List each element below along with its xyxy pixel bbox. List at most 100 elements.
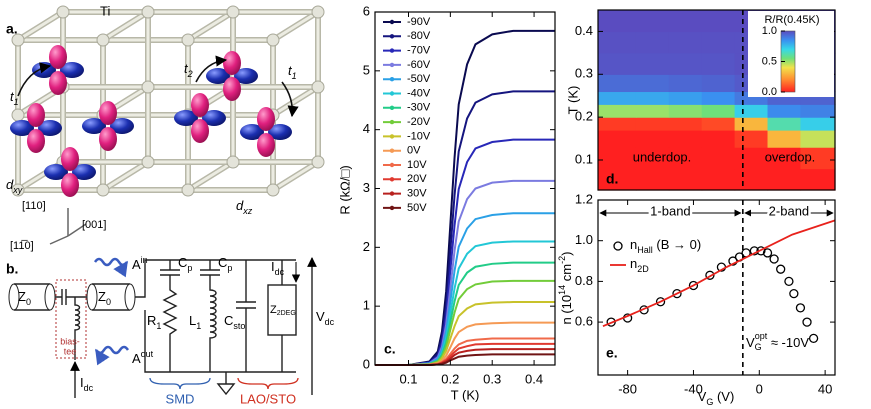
orbital-lobe [27, 129, 45, 153]
lattice-atom [96, 33, 110, 47]
orbital-lobe [82, 118, 106, 134]
hopping-arrow [195, 55, 228, 83]
orbital-lobe [27, 103, 45, 127]
current-label: Idc [271, 259, 285, 277]
legend-swatch [389, 134, 395, 139]
legend-label: -20V [407, 116, 431, 128]
data-point [789, 288, 799, 299]
heat-cell [598, 10, 637, 33]
legend-swatch [389, 205, 395, 211]
orbital-lobe [110, 118, 134, 134]
lattice-atom [311, 5, 325, 19]
legend-swatch [389, 19, 395, 25]
heat-cell [635, 91, 670, 105]
heat-cell [701, 104, 736, 118]
heat-cell [598, 104, 637, 118]
wave-out [94, 345, 130, 366]
lattice-atom [181, 183, 195, 197]
orbital-lobe [49, 71, 67, 95]
direction-label: [110] [22, 200, 46, 212]
legend-label: -10V [407, 130, 431, 142]
heat-cell [668, 168, 703, 191]
legend-swatch [389, 162, 395, 168]
lattice-rod [16, 10, 65, 42]
y-axis-label: T (K) [565, 86, 580, 115]
plot-frame [374, 11, 556, 366]
legend-label: 30V [407, 188, 427, 200]
inductor [74, 297, 81, 360]
lattice-atom [11, 33, 25, 47]
series-line [375, 179, 555, 366]
brace [149, 377, 211, 390]
x-tick-label: -40 [684, 381, 703, 396]
legend-swatch [389, 34, 395, 39]
lattice-atom [96, 183, 110, 197]
lattice-atom [311, 155, 325, 169]
coax [44, 283, 56, 311]
legend-label: -40V [407, 87, 431, 99]
legend-label: -90V [407, 16, 431, 28]
heat-cell [701, 117, 736, 131]
series-line [602, 219, 836, 327]
y-tick-label: 0.1 [575, 151, 593, 166]
colorbar-tick-label: 1.0 [762, 25, 777, 37]
heat-cell [701, 74, 736, 93]
heat-cell [598, 168, 637, 191]
atom-label: Ti [100, 3, 110, 18]
y-tick-label: 0 [363, 356, 370, 371]
heat-cell [668, 117, 703, 131]
heat-cell [800, 147, 836, 170]
orbital-lobe [72, 164, 96, 180]
data-point [802, 317, 812, 327]
resistor-branch [160, 260, 180, 372]
orbital-lobe [234, 68, 258, 84]
orbital-lobe [61, 147, 79, 171]
heat-cell [635, 52, 670, 75]
impedance-label: Z0 [18, 289, 31, 307]
series-line [375, 138, 555, 366]
crystal-illustration [10, 5, 325, 197]
lattice-rod [271, 160, 320, 192]
legend-label: -80V [407, 30, 431, 42]
orbital-lobe [10, 120, 34, 136]
heat-cell [598, 31, 637, 54]
lattice-rod [101, 160, 150, 192]
colorbar-label: R/R(0.45K) [764, 14, 819, 26]
data-point [795, 303, 806, 313]
heat-cell [668, 91, 703, 105]
bias-tee-box [55, 279, 87, 359]
orbital-lobe [60, 62, 84, 78]
data-point [808, 333, 819, 344]
component-label: Cp [178, 255, 192, 273]
y-tick-label: 1.0 [575, 232, 593, 247]
orbital-lobe [257, 107, 275, 131]
y-axis-label: R (kΩ/□) [337, 165, 352, 214]
heat-cell [635, 31, 670, 54]
legend-label: 50V [407, 202, 427, 214]
colorbar-tick-label: 0.0 [762, 86, 777, 98]
data-point [655, 297, 666, 307]
orbital-lobe [191, 93, 209, 117]
legend-label: -30V [407, 102, 431, 114]
heat-cell [598, 130, 637, 148]
heat-cell [767, 168, 802, 191]
orbital-lobe [206, 68, 230, 84]
heat-cell [635, 117, 670, 131]
range-label: 1-band [650, 203, 690, 218]
impedance-box [267, 284, 297, 336]
orbital-label: dxy [6, 177, 23, 195]
wave-in [93, 257, 129, 278]
hopping-arrow [281, 81, 299, 118]
orbital-lobe [223, 51, 241, 75]
heat-cell [701, 91, 736, 105]
signal-label: Aout [132, 349, 154, 366]
data-point [672, 288, 682, 299]
component-label: Cp [218, 255, 232, 273]
heat-cell [701, 31, 736, 54]
legend-label: -70V [407, 45, 431, 57]
direction-label: [11̅0] [10, 240, 34, 252]
heat-cell [635, 147, 670, 170]
y-axis-label: n (1014 cm-2) [557, 252, 574, 325]
legend-swatch [389, 191, 395, 196]
